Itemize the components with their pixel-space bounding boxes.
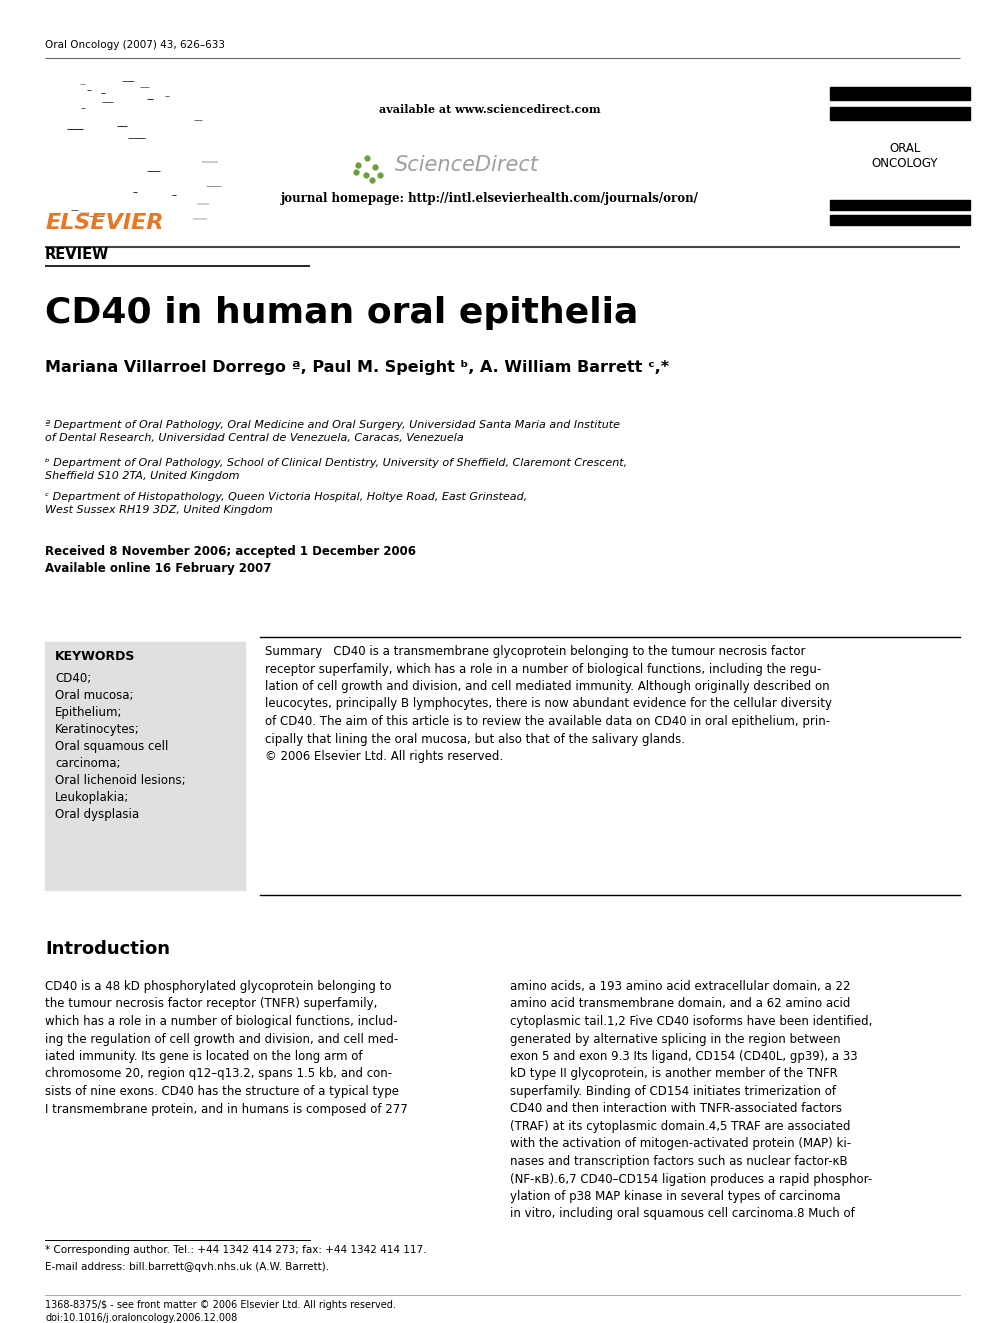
Text: Oral mucosa;: Oral mucosa; (55, 689, 134, 703)
Text: Introduction: Introduction (45, 941, 170, 958)
Bar (45, 642, 245, 890)
Text: * Corresponding author. Tel.: +44 1342 414 273; fax: +44 1342 414 117.: * Corresponding author. Tel.: +44 1342 4… (45, 1245, 427, 1256)
Text: Leukoplakia;: Leukoplakia; (55, 791, 129, 804)
Text: CD40;: CD40; (55, 672, 91, 685)
Text: ELSEVIER: ELSEVIER (46, 213, 165, 233)
Text: ScienceDirect: ScienceDirect (395, 155, 539, 175)
Text: 1368-8375/$ - see front matter © 2006 Elsevier Ltd. All rights reserved.: 1368-8375/$ - see front matter © 2006 El… (45, 1301, 396, 1310)
Text: Available online 16 February 2007: Available online 16 February 2007 (45, 562, 272, 576)
Text: doi:10.1016/j.oraloncology.2006.12.008: doi:10.1016/j.oraloncology.2006.12.008 (45, 1312, 237, 1323)
Text: available at www.sciencedirect.com: available at www.sciencedirect.com (379, 105, 601, 115)
Text: Summary   CD40 is a transmembrane glycoprotein belonging to the tumour necrosis : Summary CD40 is a transmembrane glycopro… (265, 646, 832, 763)
Text: Received 8 November 2006; accepted 1 December 2006: Received 8 November 2006; accepted 1 Dec… (45, 545, 416, 558)
Text: carcinoma;: carcinoma; (55, 757, 120, 770)
Bar (830, 200, 970, 210)
Bar (830, 87, 970, 101)
Text: ONCOLOGY: ONCOLOGY (872, 157, 938, 169)
Text: journal homepage: http://intl.elsevierhealth.com/journals/oron/: journal homepage: http://intl.elsevierhe… (281, 192, 699, 205)
Text: CD40 is a 48 kD phosphorylated glycoprotein belonging to
the tumour necrosis fac: CD40 is a 48 kD phosphorylated glycoprot… (45, 980, 408, 1115)
Text: amino acids, a 193 amino acid extracellular domain, a 22
amino acid transmembran: amino acids, a 193 amino acid extracellu… (510, 980, 872, 1221)
Text: KEYWORDS: KEYWORDS (55, 650, 135, 663)
Bar (830, 216, 970, 225)
Text: Keratinocytes;: Keratinocytes; (55, 722, 140, 736)
Text: ᵇ Department of Oral Pathology, School of Clinical Dentistry, University of Shef: ᵇ Department of Oral Pathology, School o… (45, 458, 627, 482)
Text: Mariana Villarroel Dorrego ª, Paul M. Speight ᵇ, A. William Barrett ᶜ,*: Mariana Villarroel Dorrego ª, Paul M. Sp… (45, 360, 670, 374)
Text: REVIEW: REVIEW (45, 247, 109, 262)
Bar (830, 107, 970, 120)
Text: CD40 in human oral epithelia: CD40 in human oral epithelia (45, 296, 639, 329)
Text: Oral lichenoid lesions;: Oral lichenoid lesions; (55, 774, 186, 787)
Text: Oral dysplasia: Oral dysplasia (55, 808, 139, 822)
Text: ª Department of Oral Pathology, Oral Medicine and Oral Surgery, Universidad Sant: ª Department of Oral Pathology, Oral Med… (45, 419, 620, 443)
Text: E-mail address: bill.barrett@qvh.nhs.uk (A.W. Barrett).: E-mail address: bill.barrett@qvh.nhs.uk … (45, 1262, 329, 1271)
Text: Oral squamous cell: Oral squamous cell (55, 740, 169, 753)
Text: ORAL: ORAL (889, 142, 921, 155)
Text: Oral Oncology (2007) 43, 626–633: Oral Oncology (2007) 43, 626–633 (45, 40, 225, 50)
Text: ᶜ Department of Histopathology, Queen Victoria Hospital, Holtye Road, East Grins: ᶜ Department of Histopathology, Queen Vi… (45, 492, 528, 515)
Text: Epithelium;: Epithelium; (55, 706, 122, 718)
